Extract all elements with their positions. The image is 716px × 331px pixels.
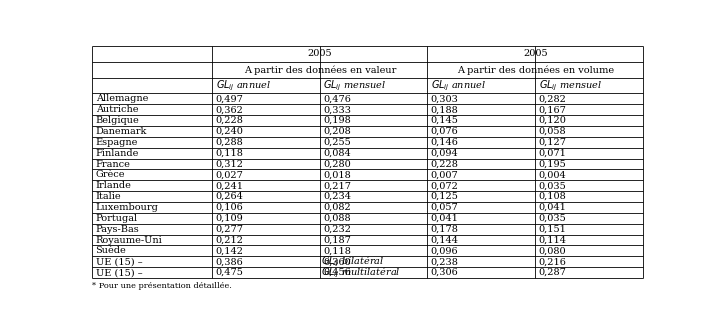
Text: 0,127: 0,127 xyxy=(538,138,566,147)
Text: 0,080: 0,080 xyxy=(538,246,566,256)
Text: 0,118: 0,118 xyxy=(323,246,351,256)
Text: 0,386: 0,386 xyxy=(216,257,243,266)
Text: Pays-Bas: Pays-Bas xyxy=(96,225,140,234)
Text: 0,041: 0,041 xyxy=(538,203,566,212)
Text: $GL_{ij}$ bilatéral: $GL_{ij}$ bilatéral xyxy=(321,255,384,269)
Text: 0,151: 0,151 xyxy=(538,225,566,234)
Text: 0,071: 0,071 xyxy=(538,149,566,158)
Text: 0,142: 0,142 xyxy=(216,246,243,256)
Text: Suède: Suède xyxy=(96,246,126,256)
Text: $GL_{ij}$ annuel: $GL_{ij}$ annuel xyxy=(430,78,486,93)
Text: $GL_{ij}$ mensuel: $GL_{ij}$ mensuel xyxy=(538,78,602,93)
Text: A partir des données en valeur: A partir des données en valeur xyxy=(243,65,396,74)
Text: 0,035: 0,035 xyxy=(538,214,566,223)
Text: Autriche: Autriche xyxy=(96,105,138,114)
Text: 0,475: 0,475 xyxy=(216,268,243,277)
Text: 0,360: 0,360 xyxy=(323,257,351,266)
Text: 0,146: 0,146 xyxy=(430,138,458,147)
Text: 0,288: 0,288 xyxy=(216,138,243,147)
Text: 0,312: 0,312 xyxy=(216,160,243,168)
Text: 0,178: 0,178 xyxy=(430,225,458,234)
Text: 0,228: 0,228 xyxy=(216,116,243,125)
Text: 0,167: 0,167 xyxy=(538,105,566,114)
Text: Luxembourg: Luxembourg xyxy=(96,203,158,212)
Text: 0,234: 0,234 xyxy=(323,192,351,201)
Text: 0,007: 0,007 xyxy=(430,170,458,179)
Text: 0,118: 0,118 xyxy=(216,149,243,158)
Text: 0,264: 0,264 xyxy=(216,192,243,201)
Text: 0,041: 0,041 xyxy=(430,214,458,223)
Text: 0,188: 0,188 xyxy=(430,105,458,114)
Text: France: France xyxy=(96,160,130,168)
Text: 0,035: 0,035 xyxy=(538,181,566,190)
Text: 0,027: 0,027 xyxy=(216,170,243,179)
Text: 0,084: 0,084 xyxy=(323,149,351,158)
Text: 0,109: 0,109 xyxy=(216,214,243,223)
Text: 0,497: 0,497 xyxy=(216,94,243,103)
Text: 0,106: 0,106 xyxy=(216,203,243,212)
Text: 0,240: 0,240 xyxy=(216,127,243,136)
Text: 0,018: 0,018 xyxy=(323,170,351,179)
Text: $GL_{ij}$ mensuel: $GL_{ij}$ mensuel xyxy=(323,78,387,93)
Text: Royaume-Uni: Royaume-Uni xyxy=(96,236,163,245)
Text: 0,456: 0,456 xyxy=(323,268,351,277)
Text: 0,125: 0,125 xyxy=(430,192,458,201)
Text: Grèce: Grèce xyxy=(96,170,125,179)
Text: 2005: 2005 xyxy=(308,50,332,59)
Text: 0,114: 0,114 xyxy=(538,236,566,245)
Text: 0,277: 0,277 xyxy=(216,225,243,234)
Text: 0,282: 0,282 xyxy=(538,94,566,103)
Text: 0,082: 0,082 xyxy=(323,203,351,212)
Text: 0,195: 0,195 xyxy=(538,160,566,168)
Text: Italie: Italie xyxy=(96,192,121,201)
Text: 0,094: 0,094 xyxy=(430,149,458,158)
Text: 0,232: 0,232 xyxy=(323,225,351,234)
Text: 0,072: 0,072 xyxy=(430,181,458,190)
Text: 0,212: 0,212 xyxy=(216,236,243,245)
Text: $GL_{ij}$ multilatéral: $GL_{ij}$ multilatéral xyxy=(321,265,400,280)
Text: Espagne: Espagne xyxy=(96,138,138,147)
Text: 0,076: 0,076 xyxy=(430,127,458,136)
Text: 2005: 2005 xyxy=(523,50,548,59)
Text: 0,144: 0,144 xyxy=(430,236,459,245)
Text: 0,120: 0,120 xyxy=(538,116,566,125)
Text: 0,238: 0,238 xyxy=(430,257,458,266)
Text: 0,004: 0,004 xyxy=(538,170,566,179)
Text: UE (15) –: UE (15) – xyxy=(96,268,145,277)
Text: A partir des données en volume: A partir des données en volume xyxy=(457,65,614,74)
Text: 0,208: 0,208 xyxy=(323,127,351,136)
Text: Danemark: Danemark xyxy=(96,127,147,136)
Text: 0,255: 0,255 xyxy=(323,138,351,147)
Text: 0,108: 0,108 xyxy=(538,192,566,201)
Text: * Pour une présentation détaillée.: * Pour une présentation détaillée. xyxy=(92,282,232,290)
Text: 0,333: 0,333 xyxy=(323,105,351,114)
Text: UE (15) –: UE (15) – xyxy=(96,257,145,266)
Text: 0,217: 0,217 xyxy=(323,181,351,190)
Text: Irlande: Irlande xyxy=(96,181,132,190)
Text: 0,216: 0,216 xyxy=(538,257,566,266)
Text: 0,362: 0,362 xyxy=(216,105,243,114)
Text: 0,187: 0,187 xyxy=(323,236,351,245)
Text: Allemagne: Allemagne xyxy=(96,94,148,103)
Text: 0,228: 0,228 xyxy=(430,160,458,168)
Text: 0,057: 0,057 xyxy=(430,203,458,212)
Text: 0,058: 0,058 xyxy=(538,127,566,136)
Text: 0,198: 0,198 xyxy=(323,116,351,125)
Text: 0,280: 0,280 xyxy=(323,160,351,168)
Text: 0,306: 0,306 xyxy=(430,268,458,277)
Text: 0,476: 0,476 xyxy=(323,94,351,103)
Text: 0,145: 0,145 xyxy=(430,116,458,125)
Text: Finlande: Finlande xyxy=(96,149,139,158)
Text: 0,096: 0,096 xyxy=(430,246,458,256)
Text: $GL_{ij}$ annuel: $GL_{ij}$ annuel xyxy=(216,78,271,93)
Text: Belgique: Belgique xyxy=(96,116,140,125)
Text: Portugal: Portugal xyxy=(96,214,137,223)
Text: 0,241: 0,241 xyxy=(216,181,243,190)
Text: 0,303: 0,303 xyxy=(430,94,458,103)
Text: 0,088: 0,088 xyxy=(323,214,351,223)
Text: 0,287: 0,287 xyxy=(538,268,566,277)
